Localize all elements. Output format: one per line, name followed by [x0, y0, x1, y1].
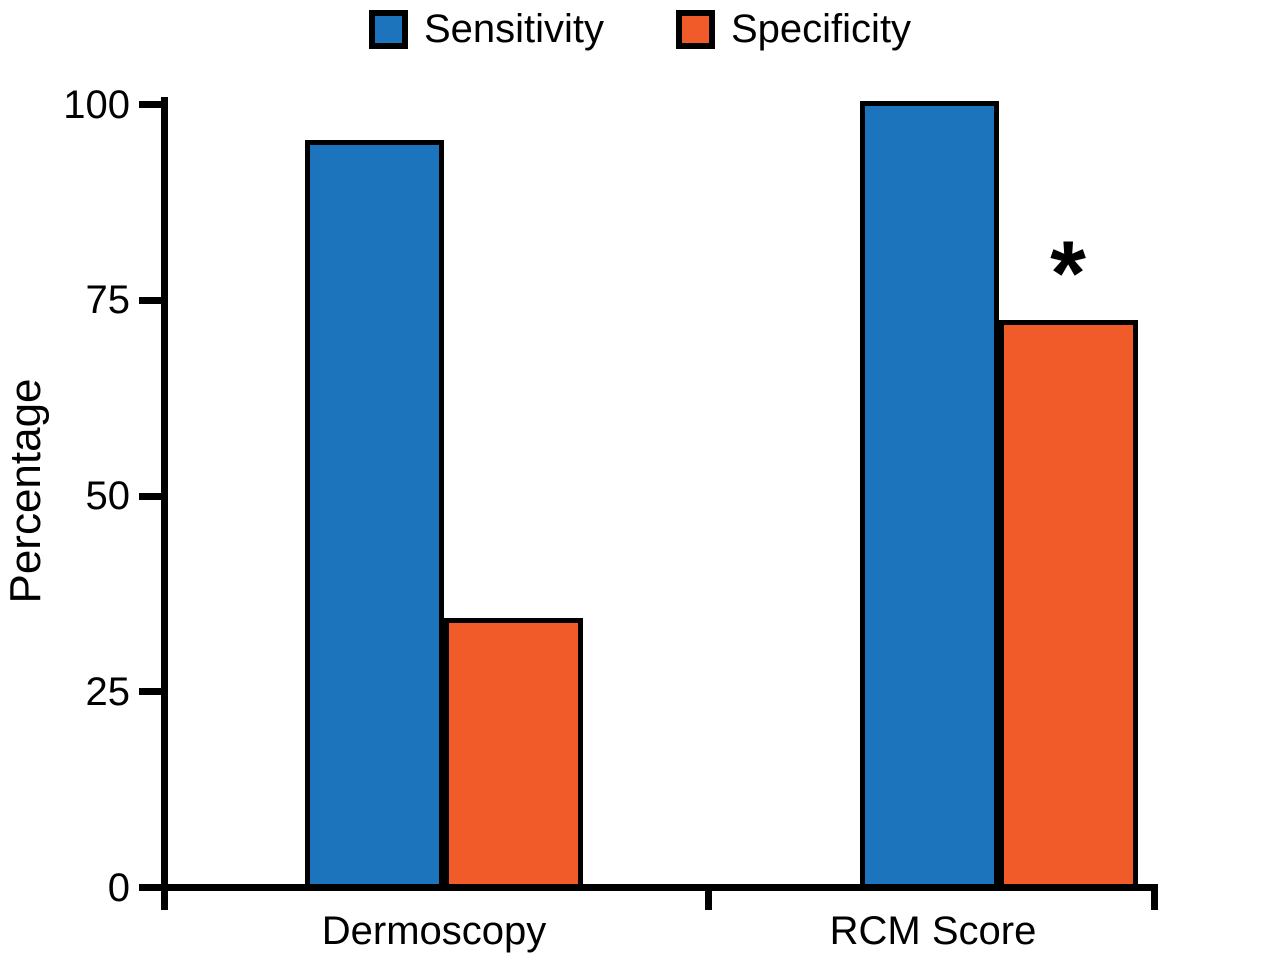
y-axis-tick-label: 25	[85, 669, 131, 714]
bar-specificity-dermoscopy	[443, 617, 583, 888]
x-axis-divider-tick	[704, 884, 712, 910]
bar-sensitivity-rcm-score	[859, 101, 999, 888]
y-axis-tick-label: 75	[85, 278, 131, 323]
bar-sensitivity-dermoscopy	[304, 140, 444, 888]
y-axis-tick-label: 0	[107, 865, 130, 910]
y-axis-tick	[139, 688, 161, 696]
y-axis-tick	[139, 884, 161, 891]
y-axis-tick	[139, 492, 161, 500]
legend-swatch-icon	[676, 9, 715, 49]
chart-legend: Sensitivity Specificity	[0, 2, 1280, 56]
legend-swatch-icon	[368, 9, 408, 49]
x-category-label: Dermoscopy	[321, 909, 547, 953]
x-axis-divider-tick	[1151, 884, 1158, 910]
y-axis-tick	[139, 101, 161, 108]
y-axis-tick-label: 50	[85, 474, 131, 518]
legend-label: Sensitivity	[423, 7, 604, 51]
bar-specificity-rcm-score	[998, 320, 1138, 888]
y-axis-line	[161, 97, 168, 910]
significance-asterisk: *	[1050, 223, 1086, 326]
y-axis-tick	[139, 296, 161, 304]
legend-label: Specificity	[731, 7, 912, 51]
x-axis-line	[161, 884, 1158, 891]
y-axis-tick-label: 100	[63, 82, 130, 127]
legend-item-specificity: Specificity	[676, 5, 911, 53]
legend-item-sensitivity: Sensitivity	[368, 5, 604, 53]
x-category-label: RCM Score	[829, 909, 1037, 953]
